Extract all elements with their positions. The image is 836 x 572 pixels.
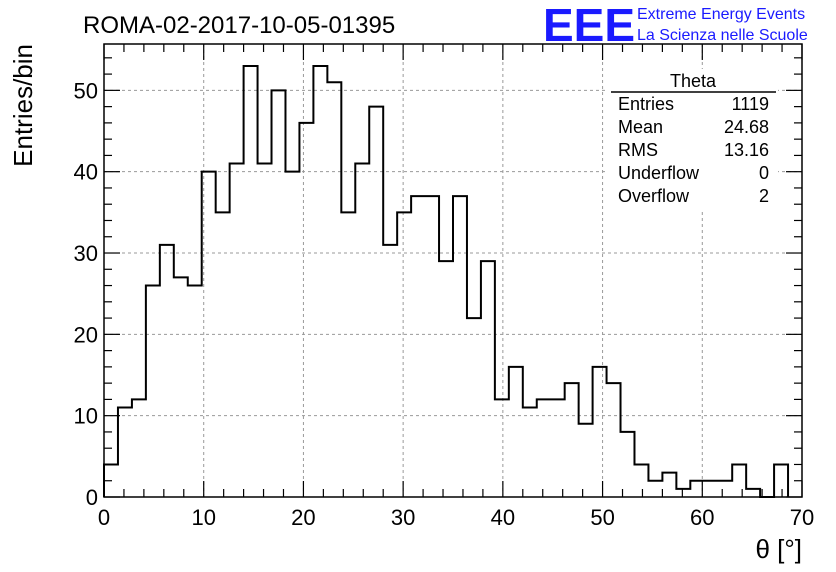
stats-row-label: Entries	[618, 94, 674, 114]
x-tick-label: 0	[98, 505, 110, 530]
logo-mark: EEE	[543, 0, 635, 51]
stats-row-label: Underflow	[618, 163, 700, 183]
y-axis-label: Entries/bin	[8, 44, 38, 167]
stats-row-value: 0	[759, 163, 769, 183]
logo-line-2: La Scienza nelle Scuole	[637, 27, 808, 44]
x-tick-label: 70	[790, 505, 814, 530]
stats-row-label: RMS	[618, 140, 658, 160]
axis-ticks	[103, 44, 803, 498]
stats-rows: Entries 1119 Mean 24.68 RMS 13.16 Underflow 0 Ov…	[618, 94, 769, 206]
x-tick-label: 50	[590, 505, 614, 530]
x-tick-label: 30	[391, 505, 415, 530]
x-tick-label: 20	[291, 505, 315, 530]
stats-row-value: 1119	[732, 94, 769, 114]
logo-line-1: Extreme Energy Events	[637, 6, 805, 23]
y-tick-label: 10	[74, 404, 98, 429]
x-tick-label: 60	[690, 505, 714, 530]
y-tick-label: 0	[86, 485, 98, 510]
x-tick-label: 10	[191, 505, 215, 530]
y-tick-label: 20	[74, 322, 98, 347]
stats-box: Theta Entries 1119 Mean 24.68 RMS 13.16 Underf…	[607, 69, 778, 210]
y-tick-label: 50	[74, 78, 98, 103]
stats-row-label: Overflow	[618, 186, 690, 206]
stats-title: Theta	[670, 71, 717, 91]
stats-row-value: 24.68	[724, 117, 769, 137]
y-tick-label: 30	[74, 241, 98, 266]
stats-row-value: 13.16	[724, 140, 769, 160]
stats-row-value: 2	[759, 186, 769, 206]
x-tick-label: 40	[491, 505, 515, 530]
stats-row-label: Mean	[618, 117, 663, 137]
histogram-outline	[103, 64, 790, 498]
plot-frame	[103, 43, 803, 498]
x-axis-label: θ [°]	[755, 534, 802, 564]
chart-title: ROMA-02-2017-10-05-01395	[83, 12, 395, 39]
logo: EEE Extreme Energy Events La Scienza nel…	[543, 0, 808, 51]
y-tick-label: 40	[74, 160, 98, 185]
